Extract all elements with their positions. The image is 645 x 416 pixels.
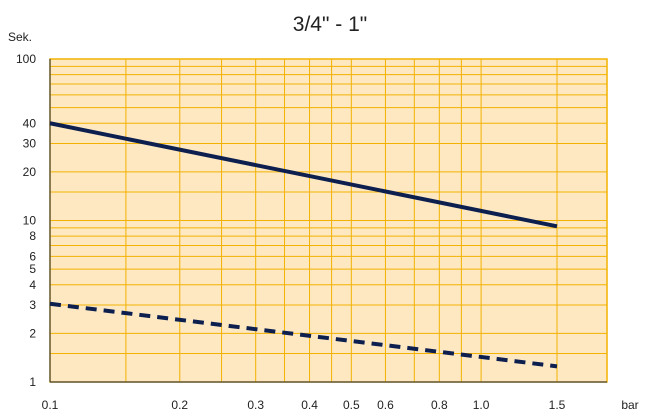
axes	[49, 58, 608, 383]
x-tick-label: 0.2	[171, 398, 188, 412]
chart-title: 3/4" - 1"	[293, 13, 367, 36]
y-tick-label: 5	[29, 262, 36, 276]
y-tick-label: 3	[29, 298, 36, 312]
y-tick-label: 2	[29, 326, 36, 340]
y-tick-label: 4	[29, 278, 36, 292]
y-tick-label: 20	[23, 165, 37, 179]
series-line-solid	[49, 121, 558, 229]
x-tick-label: 0.6	[377, 398, 394, 412]
x-tick-label: 0.3	[247, 398, 264, 412]
series-layer	[49, 121, 558, 369]
x-tick-label: 0.4	[301, 398, 318, 412]
x-tick-label: 1.5	[549, 398, 566, 412]
x-tick-label: 1.0	[473, 398, 490, 412]
y-tick-label: 10	[23, 214, 37, 228]
x-tick-label: 0.8	[431, 398, 448, 412]
tick-labels: 0.1 0.2 0.3 0.4 0.5 0.6 0.8 1.0 1.5 1 2 3 4 56 810 20 30…	[16, 52, 566, 412]
y-tick-label: 1	[29, 375, 36, 389]
y-tick-label: 8	[29, 229, 36, 243]
y-tick-label: 30	[23, 136, 37, 150]
y-tick-label: 100	[16, 52, 36, 66]
x-tick-label: 0.5	[343, 398, 360, 412]
series-line-dashed	[49, 301, 558, 369]
y-tick-label: 40	[23, 116, 37, 130]
x-axis-label: bar	[621, 398, 638, 412]
x-tick-label: 0.1	[42, 398, 59, 412]
y-axis-label: Sek.	[8, 30, 32, 44]
y-tick-label: 6	[29, 249, 36, 263]
